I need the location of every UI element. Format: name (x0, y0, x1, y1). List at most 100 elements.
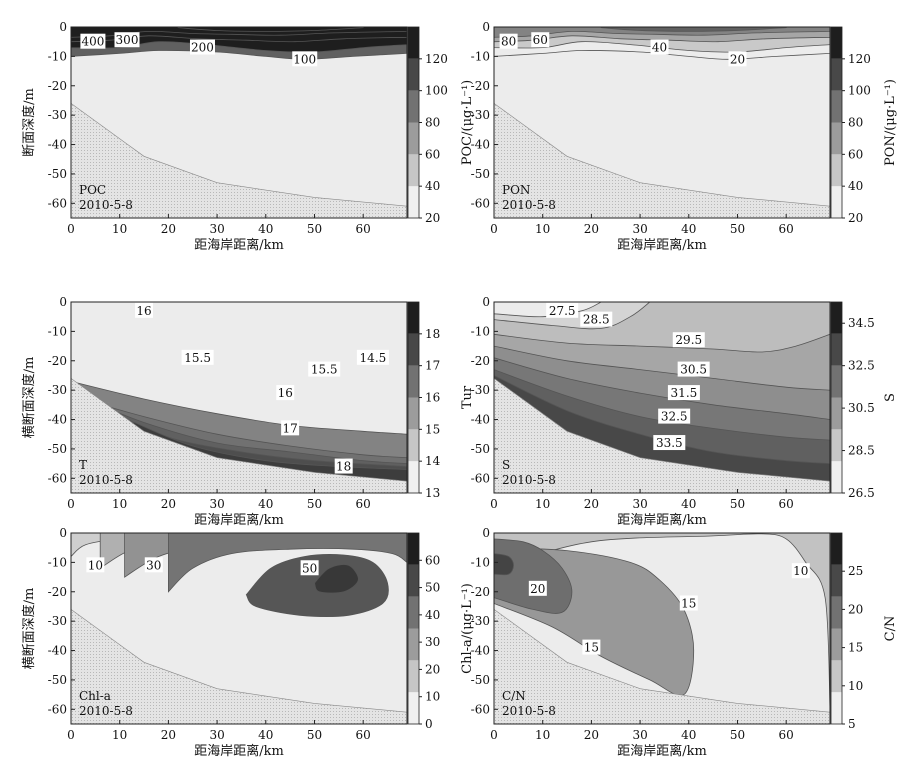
y-tick-label: -40 (471, 644, 490, 658)
colorbar-step (831, 27, 842, 59)
contour-label-bg (499, 33, 518, 49)
colorbar-step (831, 461, 842, 493)
colorbar-step (831, 397, 842, 430)
contour-label-bg (650, 39, 669, 55)
plot-frame (493, 301, 831, 494)
x-tick-label: 40 (258, 728, 273, 742)
colorbar-label: POC/(μg·L⁻¹) (460, 80, 475, 165)
y-tick-label: -20 (471, 354, 490, 368)
contour-band-25 (494, 533, 514, 576)
x-tick-label: 10 (535, 497, 550, 511)
x-tick-label: 0 (67, 497, 75, 511)
contour-band-20 (494, 533, 573, 614)
x-tick-label: 0 (67, 728, 75, 742)
x-tick-label: 60 (779, 728, 794, 742)
y-tick-label: -50 (48, 167, 67, 181)
colorbar-step (831, 564, 842, 597)
y-tick-label: -20 (48, 354, 67, 368)
colorbar-tick-label: 20 (848, 211, 863, 225)
contour-label: 300 (116, 33, 139, 47)
colorbar-label: PON/(μg·L⁻¹) (883, 79, 898, 166)
x-tick-label: 20 (161, 728, 176, 742)
y-tick-label: -50 (471, 673, 490, 687)
contour-label-bg (531, 32, 550, 48)
contour-label-bg (658, 408, 691, 424)
colorbar-step (408, 461, 419, 493)
colorbar-tick-label: 120 (425, 52, 448, 66)
x-tick-label: 30 (209, 222, 224, 236)
colorbar-tick-label: 13 (425, 486, 440, 500)
y-tick-label: -10 (48, 555, 67, 569)
contour-label-bg (528, 580, 547, 596)
colorbar-step (831, 692, 842, 724)
contour-label-bg (86, 557, 105, 573)
x-tick-label: 10 (535, 222, 550, 236)
annotation-line: T (79, 458, 87, 472)
annotation-line: 2010-5-8 (79, 473, 133, 487)
y-tick-label: 0 (59, 20, 67, 34)
colorbar-tick-label: 15 (848, 641, 863, 655)
contour-label-bg (791, 563, 810, 579)
x-tick-label: 30 (209, 728, 224, 742)
x-tick-label: 10 (535, 728, 550, 742)
x-tick-label: 30 (632, 222, 647, 236)
panel-4: 0 10 20 30 40 50 60 0 -10 -20 -30 -40 -50 -60 距海岸距离/km… (471, 295, 898, 528)
panel-5: 0 10 20 30 40 50 60 0 -10 -20 -30 -40 -50 -60 距海岸距离/km… (21, 526, 475, 759)
colorbar-tick-label: 10 (848, 679, 863, 693)
contour-label: 50 (302, 561, 317, 575)
colorbar-tick-label: 20 (425, 662, 440, 676)
colorbar-step (408, 365, 419, 398)
contour-label: 32.5 (661, 410, 688, 424)
seabed-region (494, 103, 830, 218)
colorbar-tick-label: 30 (425, 635, 440, 649)
contour-label: 10 (88, 558, 103, 572)
colorbar-tick-label: 20 (425, 211, 440, 225)
contour-label: 15.5 (184, 351, 211, 365)
y-tick-label: -30 (471, 108, 490, 122)
contour-label: 80 (501, 35, 516, 49)
contour-label-bg (677, 361, 710, 377)
seabed-region (71, 103, 407, 218)
y-tick-label: -10 (471, 555, 490, 569)
annotation-line: 2010-5-8 (502, 473, 556, 487)
annotation-line: 2010-5-8 (502, 704, 556, 718)
contour-label-bg (672, 332, 705, 348)
x-tick-label: 60 (356, 497, 371, 511)
panel-6: 0 10 20 30 40 50 60 0 -10 -20 -30 -40 -50 -60 距海岸距离/km… (471, 526, 898, 759)
seabed-region (71, 609, 407, 724)
y-tick-label: -50 (471, 442, 490, 456)
y-tick-label: 0 (59, 295, 67, 309)
y-tick-label: -60 (48, 196, 67, 210)
contour-label-bg (292, 51, 318, 67)
y-tick-label: -20 (471, 79, 490, 93)
contour-label-bg (679, 595, 698, 611)
colorbar-tick-label: 80 (848, 116, 863, 130)
y-tick-label: -50 (48, 673, 67, 687)
x-tick-label: 30 (209, 497, 224, 511)
y-tick-label: -30 (471, 383, 490, 397)
contour-label: 400 (81, 35, 104, 49)
y-tick-label: -60 (471, 702, 490, 716)
colorbar-tick-label: 25 (848, 564, 863, 578)
seabed-region (494, 378, 830, 493)
contour-label-bg (728, 51, 747, 67)
y-tick-label: -20 (48, 585, 67, 599)
x-axis-label: 距海岸距离/km (194, 743, 284, 759)
x-tick-label: 60 (356, 728, 371, 742)
contour-fills (71, 378, 407, 493)
y-tick-label: -10 (48, 324, 67, 338)
colorbar-step (831, 302, 842, 334)
colorbar-tick-label: 18 (425, 327, 440, 341)
colorbar-tick-label: 50 (425, 581, 440, 595)
contour-label: 14.5 (360, 351, 387, 365)
y-tick-label: -30 (48, 383, 67, 397)
colorbar-step (408, 596, 419, 629)
y-tick-label: -60 (471, 471, 490, 485)
contour-band-500 (177, 27, 364, 32)
colorbar-step (831, 429, 842, 462)
contour-fills (494, 302, 830, 493)
colorbar-step (831, 90, 842, 123)
contour-label: 31.5 (671, 386, 698, 400)
contour-label-bg (181, 349, 214, 365)
